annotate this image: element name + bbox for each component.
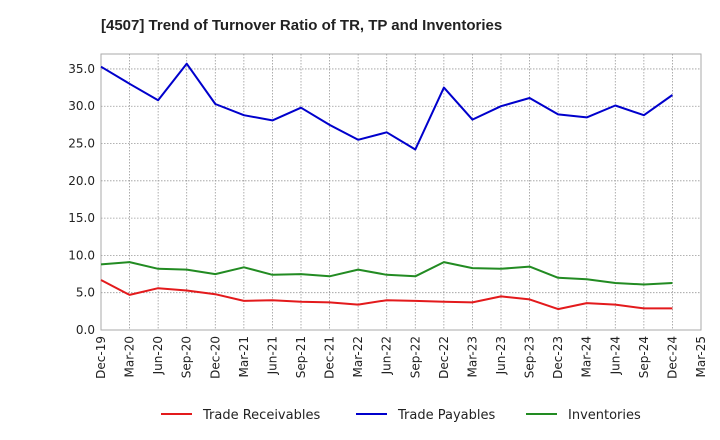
x-tick-label: Sep-22 — [408, 336, 422, 378]
y-tick-label: 5.0 — [76, 286, 95, 300]
y-tick-label: 35.0 — [68, 62, 95, 76]
x-tick-label: Dec-24 — [665, 336, 679, 379]
x-tick-label: Sep-20 — [180, 336, 194, 378]
x-tick-label: Dec-22 — [437, 336, 451, 379]
x-tick-label: Jun-23 — [494, 336, 508, 375]
x-tick-label: Jun-21 — [265, 336, 279, 375]
y-tick-label: 25.0 — [68, 137, 95, 151]
series-lines — [100, 62, 673, 311]
x-tick-label: Jun-22 — [380, 336, 394, 375]
y-tick-label: 30.0 — [68, 99, 95, 113]
x-tick-label: Dec-23 — [551, 336, 565, 379]
x-tick-label: Dec-21 — [323, 336, 337, 379]
x-tick-label: Sep-24 — [637, 336, 651, 378]
x-tick-label: Sep-23 — [523, 336, 537, 378]
series-line — [100, 261, 673, 286]
x-tick-label: Mar-20 — [123, 336, 137, 377]
x-tick-label: Mar-21 — [237, 336, 251, 377]
x-tick-label: Mar-24 — [580, 336, 594, 377]
plot-area — [100, 53, 702, 331]
legend: Trade Receivables Trade Payables Inventori… — [161, 408, 641, 423]
series-line — [100, 62, 673, 151]
legend-label: Trade Receivables — [202, 408, 320, 423]
x-tick-label: Mar-23 — [465, 336, 479, 377]
x-tick-label: Mar-25 — [694, 336, 708, 377]
x-tick-label: Sep-21 — [294, 336, 308, 378]
x-tick-label: Dec-20 — [208, 336, 222, 379]
chart-title: [4507] Trend of Turnover Ratio of TR, TP… — [101, 17, 502, 34]
x-tick-label: Mar-22 — [351, 336, 365, 377]
x-tick-label: Dec-19 — [94, 336, 108, 379]
y-tick-label: 15.0 — [68, 211, 95, 225]
x-tick-label: Jun-24 — [608, 336, 622, 375]
x-tick-label: Jun-20 — [151, 336, 165, 375]
legend-label: Inventories — [568, 408, 641, 423]
axes: Dec-19 Mar-20 Jun-20 Sep-20 Dec-20 Mar-21 Jun-… — [68, 62, 708, 379]
y-tick-label: 0.0 — [76, 323, 95, 337]
series-line — [100, 279, 673, 311]
y-tick-label: 10.0 — [68, 248, 95, 262]
y-tick-label: 20.0 — [68, 174, 95, 188]
legend-label: Trade Payables — [397, 408, 495, 423]
